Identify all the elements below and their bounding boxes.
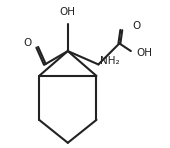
Text: OH: OH xyxy=(137,48,153,58)
Text: NH₂: NH₂ xyxy=(100,56,120,66)
Text: OH: OH xyxy=(60,7,76,17)
Text: O: O xyxy=(133,21,141,31)
Text: O: O xyxy=(23,38,31,48)
